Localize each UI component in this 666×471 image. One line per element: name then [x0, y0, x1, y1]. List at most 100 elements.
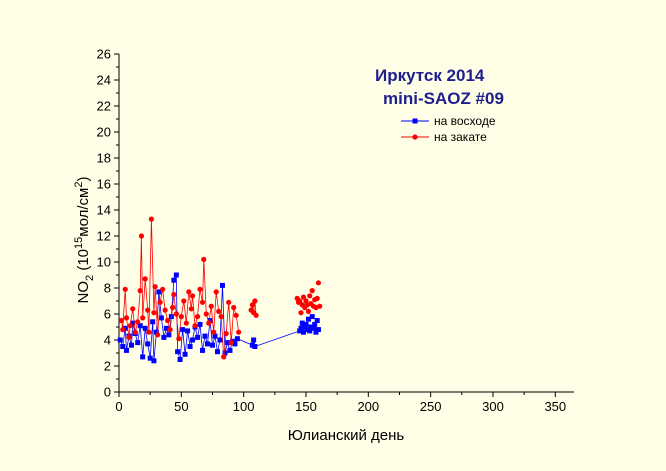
- data-point: [118, 317, 125, 324]
- data-point: [146, 329, 152, 335]
- data-point: [180, 327, 186, 333]
- data-point: [178, 314, 184, 320]
- data-point: [135, 340, 141, 346]
- data-point: [298, 325, 304, 331]
- data-point: [153, 329, 159, 335]
- data-point: [199, 299, 206, 305]
- chart-subtitle: mini-SAOZ #09: [383, 89, 504, 108]
- data-point: [211, 329, 217, 335]
- data-point: [176, 336, 182, 342]
- data-point: [185, 328, 191, 334]
- data-point: [173, 272, 179, 278]
- data-point: [205, 341, 211, 347]
- data-point: [130, 320, 136, 326]
- data-point: [209, 342, 215, 348]
- data-point: [251, 337, 257, 343]
- data-point: [142, 276, 148, 282]
- data-point: [152, 284, 158, 290]
- data-point: [309, 314, 315, 320]
- y-tick-label: 4: [104, 333, 111, 348]
- data-point: [167, 327, 173, 333]
- data-point: [192, 323, 198, 329]
- data-point: [232, 341, 238, 347]
- data-point: [307, 328, 313, 334]
- x-tick-label: 350: [544, 399, 566, 414]
- data-point: [177, 357, 183, 362]
- data-point: [252, 344, 258, 349]
- data-point: [236, 329, 242, 335]
- data-point: [227, 347, 233, 353]
- data-point: [315, 327, 321, 333]
- y-tick-label: 6: [104, 307, 111, 322]
- data-point: [155, 332, 161, 338]
- data-point: [224, 340, 230, 346]
- data-point: [130, 306, 136, 312]
- series-line: [121, 219, 240, 357]
- data-point: [123, 347, 129, 353]
- y-axis-label: NO2 (1015мол/см2): [73, 177, 96, 304]
- data-point: [181, 298, 187, 304]
- data-point: [161, 334, 167, 340]
- data-point: [201, 256, 207, 262]
- data-point: [122, 286, 128, 292]
- data-point: [151, 358, 157, 364]
- x-tick-label: 200: [357, 399, 379, 414]
- data-point: [310, 325, 316, 331]
- data-point: [315, 280, 322, 286]
- data-point: [297, 328, 303, 334]
- x-tick-label: 0: [115, 399, 122, 414]
- data-point: [219, 282, 225, 288]
- data-point: [303, 298, 309, 304]
- data-point: [233, 312, 239, 318]
- data-point: [173, 311, 179, 317]
- y-tick-label: 18: [97, 151, 111, 166]
- data-point: [190, 337, 196, 343]
- data-point: [138, 233, 145, 239]
- chart-title: Иркутск 2014: [375, 66, 485, 85]
- data-point: [317, 303, 323, 309]
- data-point: [166, 332, 172, 338]
- data-point: [122, 325, 128, 331]
- y-tick-label: 22: [97, 99, 111, 114]
- data-point: [160, 286, 166, 292]
- data-point: [165, 317, 171, 324]
- data-point: [197, 321, 203, 327]
- data-point: [300, 294, 307, 300]
- x-tick-label: 100: [233, 399, 255, 414]
- data-point: [203, 311, 209, 317]
- data-point: [194, 314, 201, 320]
- data-point: [208, 303, 214, 309]
- y-tick-label: 26: [97, 47, 111, 62]
- y-tick-label: 20: [97, 125, 111, 140]
- data-point: [300, 329, 306, 335]
- data-point: [207, 318, 213, 323]
- y-tick-label: 0: [104, 385, 111, 400]
- legend-marker-sunrise: [412, 118, 418, 124]
- data-point: [302, 324, 308, 330]
- data-point: [253, 312, 259, 318]
- x-tick-label: 300: [482, 399, 504, 414]
- data-point: [195, 334, 201, 340]
- data-point: [228, 340, 234, 346]
- data-point: [189, 293, 196, 299]
- data-point: [216, 308, 222, 314]
- data-point: [148, 216, 155, 222]
- data-point: [187, 344, 193, 349]
- data-point: [314, 318, 320, 323]
- data-point: [128, 342, 134, 348]
- data-point: [147, 355, 153, 361]
- data-point: [197, 286, 203, 292]
- data-point: [127, 323, 133, 329]
- data-point: [234, 336, 240, 342]
- legend-label-sunrise: на восходе: [434, 114, 496, 128]
- data-point: [137, 288, 143, 294]
- data-point: [249, 302, 255, 308]
- data-point: [213, 289, 219, 295]
- data-point: [307, 293, 313, 299]
- data-point: [221, 354, 227, 360]
- data-point: [183, 320, 189, 326]
- x-tick-label: 150: [295, 399, 317, 414]
- data-point: [313, 329, 319, 335]
- x-axis-label: Юлианский день: [288, 427, 405, 444]
